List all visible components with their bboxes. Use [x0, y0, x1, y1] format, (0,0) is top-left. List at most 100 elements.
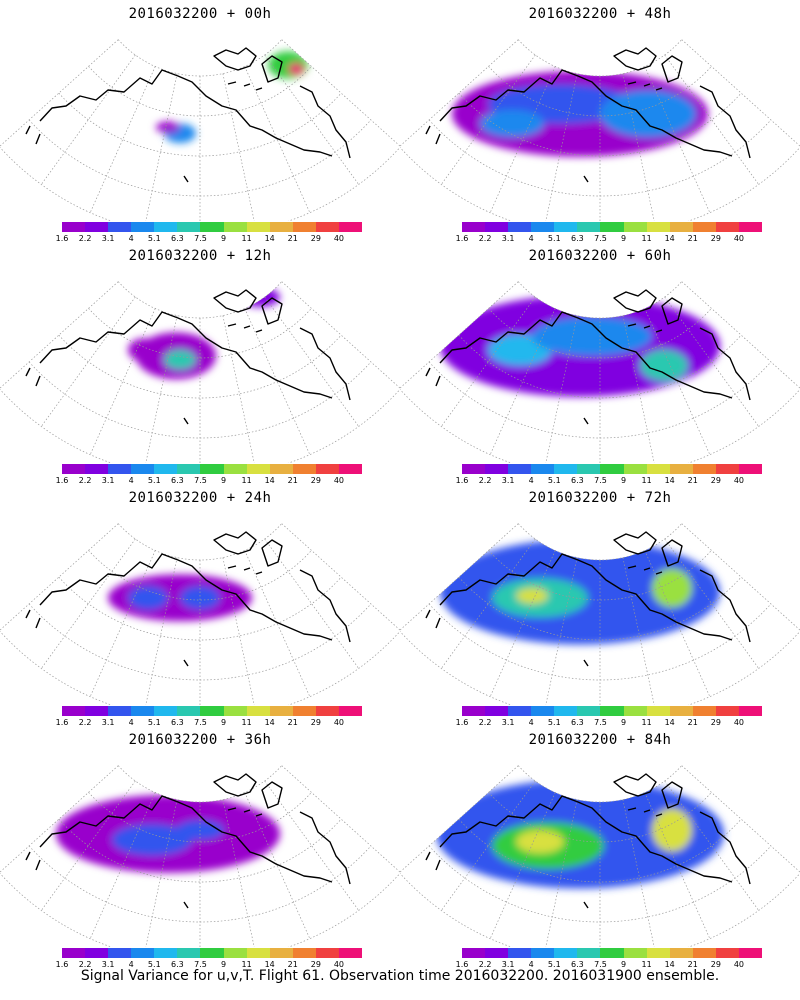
colorbar-tick-label: 6.3 [171, 960, 184, 969]
colorbar-swatch [738, 948, 763, 958]
colorbar-labels: 1.6 2.2 3.1 4 5.1 6.3 7.5 9 11 14 21 29 40 [56, 476, 362, 486]
panel-title: 2016032200 + 12h [128, 248, 272, 264]
colorbar-swatch [62, 948, 86, 958]
colorbar-tick-label: 29 [710, 476, 721, 485]
figure-caption: Signal Variance for u,v,T. Flight 61. Ob… [80, 968, 720, 984]
polar-map [400, 523, 800, 705]
polar-map [0, 765, 400, 947]
colorbar-tick-label: 14 [664, 960, 675, 969]
colorbar-swatch [715, 706, 739, 716]
colorbar-swatch [292, 706, 316, 716]
colorbar-swatch [246, 706, 270, 716]
colorbar-tick-label: 4 [528, 960, 534, 969]
graticule [400, 39, 800, 221]
colorbar-labels: 1.6 2.2 3.1 4 5.1 6.3 7.5 9 11 14 21 29 40 [56, 234, 362, 244]
colorbar-tick-label: 1.6 [455, 234, 469, 243]
colorbar-labels: 1.6 2.2 3.1 4 5.1 6.3 7.5 9 11 14 21 29 40 [456, 234, 762, 244]
colorbar-swatch [177, 222, 201, 232]
colorbar-swatch [246, 222, 270, 232]
colorbar-tick-label: 3.1 [501, 960, 515, 969]
colorbar-tick-label: 6.3 [171, 718, 184, 727]
colorbar-tick-label: 29 [310, 960, 321, 969]
colorbar-swatch [62, 706, 86, 716]
colorbar-swatch [292, 464, 316, 474]
colorbar-tick-label: 5.1 [547, 476, 561, 485]
colorbar-tick-label: 14 [664, 718, 675, 727]
colorbar-swatch [223, 464, 247, 474]
colorbar-labels: 1.6 2.2 3.1 4 5.1 6.3 7.5 9 11 14 21 29 40 [456, 960, 762, 970]
colorbar-swatch [462, 222, 486, 232]
colorbar-swatch [531, 706, 555, 716]
colorbar-swatch [531, 222, 555, 232]
variance-region [288, 63, 304, 75]
polar-map [0, 39, 400, 221]
colorbar-tick-label: 3.1 [501, 718, 515, 727]
colorbar-tick-label: 3.1 [501, 476, 515, 485]
panel-title: 2016032200 + 24h [128, 490, 272, 506]
colorbar-swatch [62, 464, 86, 474]
panel-title: 2016032200 + 36h [128, 732, 272, 748]
colorbar-tick-label: 14 [264, 234, 275, 243]
colorbar [62, 222, 363, 232]
colorbar-tick-label: 40 [333, 718, 345, 727]
graticule [0, 281, 400, 463]
colorbar-labels: 1.6 2.2 3.1 4 5.1 6.3 7.5 9 11 14 21 29 40 [456, 476, 762, 486]
colorbar-tick-label: 2.2 [78, 718, 92, 727]
colorbar-tick-label: 40 [333, 234, 345, 243]
colorbar-tick-label: 6.3 [571, 718, 584, 727]
colorbar-swatch [623, 948, 647, 958]
coastline [425, 289, 751, 425]
colorbar-tick-label: 3.1 [101, 234, 115, 243]
colorbar-tick-label: 29 [310, 718, 321, 727]
colorbar-swatch [577, 948, 601, 958]
colorbar-tick-label: 5.1 [547, 234, 561, 243]
variance-region [600, 90, 696, 138]
colorbar-swatch [508, 706, 532, 716]
colorbar-tick-label: 14 [264, 718, 275, 727]
colorbar-tick-label: 5.1 [547, 960, 561, 969]
colorbar-swatch [577, 706, 601, 716]
colorbar-swatch [108, 464, 132, 474]
colorbar-tick-label: 2.2 [78, 234, 92, 243]
colorbar-swatch [554, 706, 578, 716]
colorbar-swatch [577, 464, 601, 474]
colorbar-tick-label: 9 [620, 234, 627, 243]
colorbar-swatch [623, 706, 647, 716]
graticule [400, 765, 800, 947]
colorbar-tick-label: 9 [220, 718, 227, 727]
colorbar-swatch [692, 464, 716, 474]
colorbar-tick-label: 40 [733, 718, 745, 727]
polar-map [0, 523, 400, 705]
panel-title: 2016032200 + 60h [528, 248, 672, 264]
colorbar-tick-label: 4 [528, 234, 534, 243]
polar-map [400, 281, 800, 463]
panel-title: 2016032200 + 84h [528, 732, 672, 748]
colorbar-swatch [462, 706, 486, 716]
polar-map [0, 281, 400, 463]
colorbar-tick-label: 9 [620, 718, 627, 727]
map-panel-84h: 2016032200 + 84h 1.6 2.2 3.1 4 5.1 6.3 7.5 9 11 14… [400, 726, 800, 971]
colorbar-swatch [554, 464, 578, 474]
colorbar-tick-label: 7.5 [194, 718, 207, 727]
colorbar [62, 706, 363, 716]
colorbar-swatch [669, 706, 693, 716]
colorbar-swatch [200, 948, 224, 958]
variance-region [480, 109, 544, 138]
colorbar-swatch [600, 706, 624, 716]
colorbar-tick-label: 5.1 [147, 234, 161, 243]
colorbar-tick-label: 2.2 [478, 234, 492, 243]
colorbar-swatch [338, 222, 363, 232]
colorbar-swatch [269, 706, 293, 716]
colorbar-tick-label: 7.5 [594, 960, 607, 969]
colorbar-swatch [223, 706, 247, 716]
colorbar-swatch [177, 706, 201, 716]
map-panel-12h: 2016032200 + 12h 1.6 2.2 3.1 4 5.1 6.3 7.5 9 11 14… [0, 242, 400, 487]
colorbar-swatch [508, 948, 532, 958]
colorbar-swatch [531, 464, 555, 474]
colorbar-swatch [623, 222, 647, 232]
map-panel-48h: 2016032200 + 48h 1.6 2.2 3.1 4 5.1 6.3 7.5 9 11 14… [400, 0, 800, 245]
colorbar-swatch [154, 464, 178, 474]
colorbar-tick-label: 11 [241, 234, 252, 243]
colorbar-tick-label: 29 [310, 476, 321, 485]
colorbar-tick-label: 40 [733, 960, 745, 969]
